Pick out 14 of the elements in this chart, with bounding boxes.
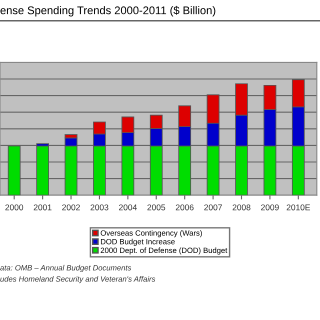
bar (36, 146, 50, 196)
x-tick-label: 2008 (232, 204, 250, 210)
x-tick-label: 2009 (261, 204, 279, 210)
x-tick-label: 2001 (34, 204, 52, 210)
x-tick-label: 2004 (119, 204, 137, 210)
x-tick-label: 2005 (147, 204, 166, 210)
bar (8, 146, 21, 196)
x-tick-label: 2007 (204, 204, 222, 210)
x-tick-label: 2006 (176, 204, 194, 210)
x-tick-label: 2002 (62, 204, 80, 210)
x-tick-label: 2000 (5, 204, 24, 210)
chart-title: ense Spending Trends 2000-2011 ($ Billion) (0, 6, 216, 16)
x-tick-label: 2003 (90, 204, 108, 210)
x-tick-label: 2010E (286, 204, 310, 210)
